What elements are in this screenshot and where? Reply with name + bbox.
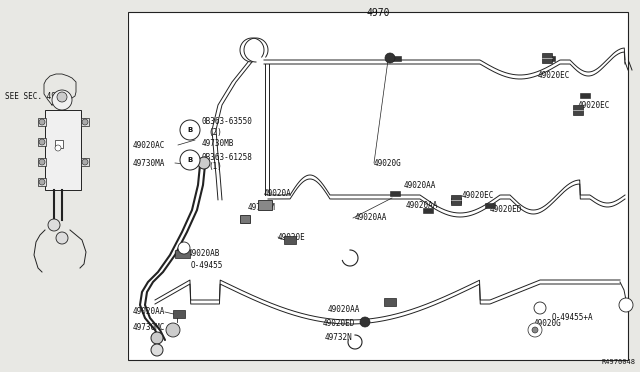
Text: 49020E: 49020E: [278, 232, 306, 241]
Text: 49020AA: 49020AA: [328, 305, 360, 314]
Bar: [38, 178, 46, 186]
Circle shape: [619, 298, 633, 312]
Circle shape: [48, 219, 60, 231]
Text: O-49455+A: O-49455+A: [552, 314, 594, 323]
Bar: [38, 118, 46, 126]
Bar: [175, 250, 190, 258]
Circle shape: [55, 145, 61, 151]
Text: 49020A: 49020A: [264, 189, 292, 199]
Text: 4970: 4970: [366, 8, 390, 18]
Text: SEE SEC. 490: SEE SEC. 490: [5, 92, 61, 101]
Circle shape: [178, 242, 190, 254]
Bar: [258, 200, 272, 210]
Bar: [545, 56, 555, 61]
Text: B: B: [188, 127, 193, 133]
Text: B: B: [188, 157, 193, 163]
Bar: [451, 198, 461, 203]
Circle shape: [198, 157, 210, 169]
Circle shape: [532, 327, 538, 333]
Text: (2): (2): [208, 128, 222, 138]
Text: O-49455: O-49455: [191, 260, 223, 269]
Circle shape: [39, 179, 45, 185]
Text: 49020EC: 49020EC: [538, 71, 570, 80]
Circle shape: [180, 150, 200, 170]
Circle shape: [151, 344, 163, 356]
Circle shape: [166, 323, 180, 337]
Circle shape: [82, 159, 88, 165]
Text: 49020EC: 49020EC: [578, 100, 611, 109]
Text: 49020EC: 49020EC: [462, 192, 494, 201]
Circle shape: [52, 90, 72, 110]
Bar: [38, 138, 46, 146]
Bar: [38, 158, 46, 166]
Bar: [580, 93, 590, 98]
Text: 49730MB: 49730MB: [202, 138, 234, 148]
Text: 49020AC: 49020AC: [133, 141, 165, 150]
Circle shape: [56, 232, 68, 244]
Bar: [451, 195, 461, 205]
Bar: [423, 208, 433, 213]
Text: 49020ED: 49020ED: [323, 318, 355, 327]
Circle shape: [360, 317, 370, 327]
Text: 49020AA: 49020AA: [133, 308, 165, 317]
Text: 49020G: 49020G: [534, 318, 562, 327]
Bar: [45, 110, 81, 190]
Text: 0B363-63550: 0B363-63550: [202, 118, 253, 126]
Circle shape: [39, 139, 45, 145]
Circle shape: [39, 159, 45, 165]
Circle shape: [385, 53, 395, 63]
Bar: [391, 56, 401, 61]
Bar: [0, 0, 128, 372]
Bar: [573, 105, 583, 115]
Text: 49732N: 49732N: [325, 334, 353, 343]
Bar: [81, 118, 89, 126]
Text: 49020AA: 49020AA: [406, 201, 438, 209]
Bar: [485, 203, 495, 208]
Text: 49020AB: 49020AB: [188, 250, 220, 259]
Circle shape: [180, 120, 200, 140]
Bar: [542, 53, 552, 63]
Circle shape: [534, 302, 546, 314]
Bar: [173, 310, 185, 318]
Text: 49020AA: 49020AA: [404, 180, 436, 189]
Text: R4970048: R4970048: [601, 359, 635, 365]
Circle shape: [57, 92, 67, 102]
Text: 49020ED: 49020ED: [490, 205, 522, 215]
Text: 49730M: 49730M: [248, 203, 276, 212]
Text: 49020G: 49020G: [374, 158, 402, 167]
Bar: [128, 12, 628, 360]
Text: 0B363-61258: 0B363-61258: [202, 153, 253, 161]
Bar: [55, 140, 63, 148]
Text: (1): (1): [208, 163, 222, 171]
Text: 49730MA: 49730MA: [133, 158, 165, 167]
Bar: [81, 158, 89, 166]
Circle shape: [528, 323, 542, 337]
Bar: [284, 236, 296, 244]
Bar: [384, 298, 396, 306]
Circle shape: [151, 332, 163, 344]
Text: 49020AA: 49020AA: [355, 214, 387, 222]
Circle shape: [82, 119, 88, 125]
Bar: [240, 215, 250, 223]
Text: 49730MC: 49730MC: [133, 324, 165, 333]
Circle shape: [39, 119, 45, 125]
Bar: [390, 191, 400, 196]
